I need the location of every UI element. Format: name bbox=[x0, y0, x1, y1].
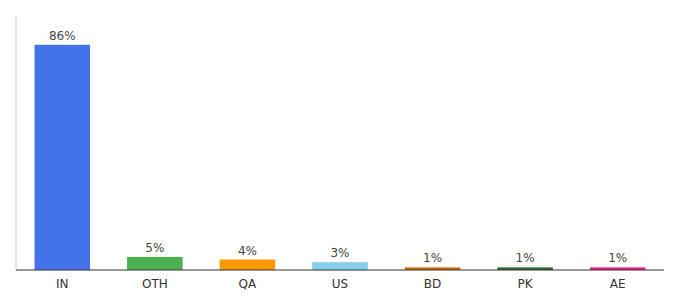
bar bbox=[127, 257, 183, 270]
chart-container: 86% 5% 4% 3% 1% 1% 1% IN OTH QA US BD PK AE bbox=[0, 0, 680, 300]
bar bbox=[312, 262, 368, 270]
x-tick-label: US bbox=[332, 277, 348, 291]
data-labels: 86% 5% 4% 3% 1% 1% 1% bbox=[49, 29, 627, 266]
bar bbox=[220, 260, 276, 270]
x-tick-label: BD bbox=[424, 277, 441, 291]
data-label: 1% bbox=[608, 251, 627, 265]
chart: 86% 5% 4% 3% 1% 1% 1% IN OTH QA US BD PK AE bbox=[0, 0, 680, 300]
data-label: 4% bbox=[238, 244, 257, 258]
x-tick-label: OTH bbox=[142, 277, 168, 291]
x-tick-label: AE bbox=[610, 277, 626, 291]
x-tick-label: QA bbox=[239, 277, 257, 291]
data-label: 1% bbox=[423, 251, 442, 265]
bar bbox=[35, 45, 91, 270]
y-axis-line bbox=[16, 16, 17, 270]
data-label: 5% bbox=[145, 241, 164, 255]
x-tick-label: IN bbox=[56, 277, 69, 291]
data-label: 1% bbox=[516, 251, 535, 265]
bars bbox=[35, 45, 646, 270]
x-tick-label: PK bbox=[518, 277, 534, 291]
x-axis-line bbox=[16, 270, 664, 271]
data-label: 3% bbox=[330, 246, 349, 260]
x-tick-labels: IN OTH QA US BD PK AE bbox=[56, 277, 626, 291]
data-label: 86% bbox=[49, 29, 76, 43]
